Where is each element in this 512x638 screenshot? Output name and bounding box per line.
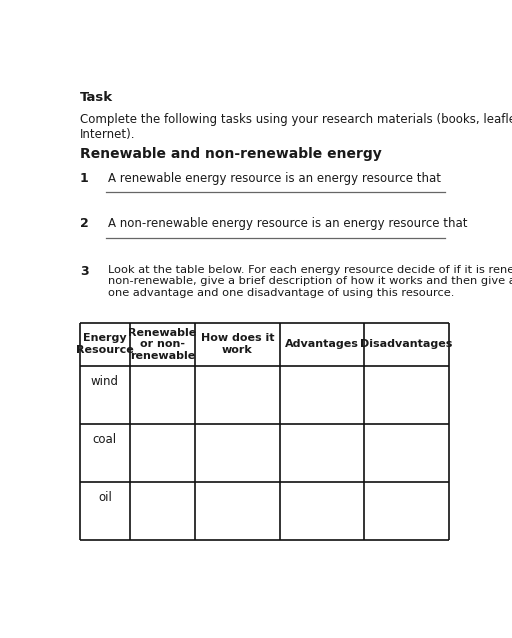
Text: 2: 2: [80, 217, 89, 230]
Text: Complete the following tasks using your research materials (books, leaflets, and: Complete the following tasks using your …: [80, 113, 512, 141]
Text: Renewable and non-renewable energy: Renewable and non-renewable energy: [80, 147, 381, 161]
Text: Disadvantages: Disadvantages: [360, 339, 453, 349]
Text: A renewable energy resource is an energy resource that: A renewable energy resource is an energy…: [108, 172, 441, 185]
Text: A non-renewable energy resource is an energy resource that: A non-renewable energy resource is an en…: [108, 217, 467, 230]
Text: 3: 3: [80, 265, 89, 278]
Text: Energy
Resource: Energy Resource: [76, 334, 134, 355]
Text: How does it
work: How does it work: [201, 334, 274, 355]
Text: Look at the table below. For each energy resource decide of if it is renewable o: Look at the table below. For each energy…: [108, 265, 512, 298]
Text: 1: 1: [80, 172, 89, 185]
Text: Advantages: Advantages: [285, 339, 359, 349]
Text: coal: coal: [93, 433, 117, 446]
Text: Task: Task: [80, 91, 113, 104]
Text: oil: oil: [98, 491, 112, 503]
Text: wind: wind: [91, 375, 119, 388]
Text: Renewable
or non-
renewable: Renewable or non- renewable: [129, 328, 197, 361]
